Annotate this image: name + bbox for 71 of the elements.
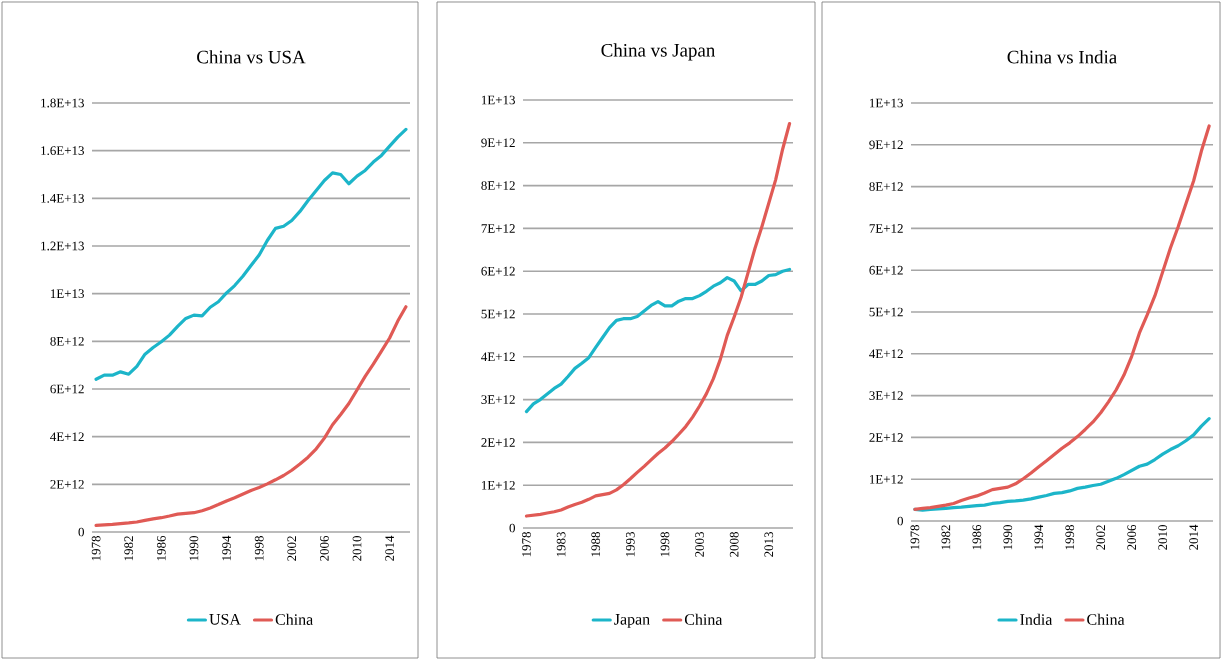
y-tick-label: 8E+12 — [481, 181, 515, 190]
legend-label: USA — [209, 613, 241, 625]
x-tick-label: 2013 — [764, 532, 774, 557]
x-tick-label: 2006 — [320, 535, 329, 561]
y-tick-label: 3E+12 — [481, 395, 515, 404]
x-tick-label: 2002 — [1096, 525, 1106, 550]
y-tick-label: 4E+12 — [50, 432, 84, 441]
y-tick-label: 1E+13 — [481, 95, 515, 105]
legend-label: Japan — [614, 614, 650, 628]
y-tick-label: 7E+12 — [869, 224, 903, 233]
y-tick-label: 6E+12 — [50, 384, 84, 394]
y-tick-label: 7E+12 — [481, 224, 515, 233]
x-tick-label: 2010 — [1158, 525, 1168, 550]
legend-label: China — [684, 613, 723, 625]
x-tick-label: 2002 — [287, 536, 297, 561]
y-tick-label: 0 — [509, 523, 515, 533]
x-tick-label: 1993 — [625, 532, 635, 557]
y-tick-label: 8E+12 — [869, 182, 903, 191]
y-tick-label: 6E+12 — [869, 265, 903, 275]
x-tick-label: 2003 — [695, 532, 704, 557]
chart-title: China vs Japan — [601, 43, 716, 61]
y-tick-label: 9E+12 — [481, 138, 515, 148]
x-tick-label: 1998 — [1065, 525, 1075, 550]
y-tick-label: 5E+12 — [481, 309, 515, 319]
x-tick-label: 1990 — [1003, 525, 1013, 550]
legend-label: India — [1020, 613, 1053, 625]
y-tick-label: 1.2E+13 — [41, 241, 84, 251]
x-tick-label: 1990 — [189, 536, 199, 561]
x-tick-label: 1998 — [660, 532, 670, 557]
y-tick-label: 5E+12 — [869, 307, 903, 317]
y-tick-label: 3E+12 — [869, 391, 903, 400]
x-tick-label: 2010 — [352, 536, 362, 561]
y-tick-label: 2E+12 — [481, 438, 515, 447]
line-series — [524, 267, 792, 414]
x-tick-label: 1978 — [522, 532, 531, 557]
y-tick-label: 1E+13 — [869, 98, 903, 108]
x-tick-label: 1982 — [941, 525, 951, 550]
chart-title: China vs India — [1007, 50, 1117, 64]
x-tick-label: 1986 — [156, 535, 166, 561]
x-tick-label: 2014 — [1189, 524, 1199, 550]
x-tick-label: 1978 — [910, 525, 920, 550]
legend-label: China — [275, 613, 313, 625]
y-tick-label: 1.4E+13 — [41, 193, 84, 203]
y-tick-label: 4E+12 — [481, 352, 515, 362]
x-tick-label: 2014 — [385, 535, 394, 561]
x-tick-label: 1978 — [91, 536, 101, 561]
y-tick-label: 1.6E+13 — [41, 146, 84, 156]
chart-title: China vs USA — [197, 50, 306, 64]
y-tick-label: 4E+12 — [869, 349, 903, 359]
x-tick-label: 1982 — [124, 536, 134, 561]
legend-label: China — [1087, 613, 1125, 625]
y-tick-label: 1E+12 — [481, 480, 515, 490]
y-tick-label: 1E+13 — [50, 289, 84, 299]
y-tick-label: 2E+12 — [869, 433, 903, 442]
x-tick-label: 1994 — [1034, 524, 1044, 550]
x-tick-label: 2006 — [1127, 524, 1137, 550]
x-tick-label: 1986 — [972, 524, 982, 550]
x-tick-label: 1998 — [254, 536, 264, 561]
x-tick-label: 1983 — [556, 532, 566, 557]
y-tick-label: 0 — [897, 516, 903, 526]
y-tick-label: 2E+12 — [50, 480, 84, 489]
y-tick-label: 1E+12 — [869, 474, 903, 484]
y-tick-label: 6E+12 — [481, 266, 515, 276]
y-tick-label: 8E+12 — [50, 336, 84, 346]
line-series — [94, 127, 408, 381]
y-tick-label: 0 — [78, 527, 84, 537]
x-tick-label: 2008 — [729, 532, 739, 557]
x-tick-label: 1994 — [222, 535, 231, 561]
x-tick-label: 1988 — [591, 532, 601, 557]
y-tick-label: 9E+12 — [869, 140, 903, 150]
y-tick-label: 1.8E+13 — [41, 98, 84, 108]
